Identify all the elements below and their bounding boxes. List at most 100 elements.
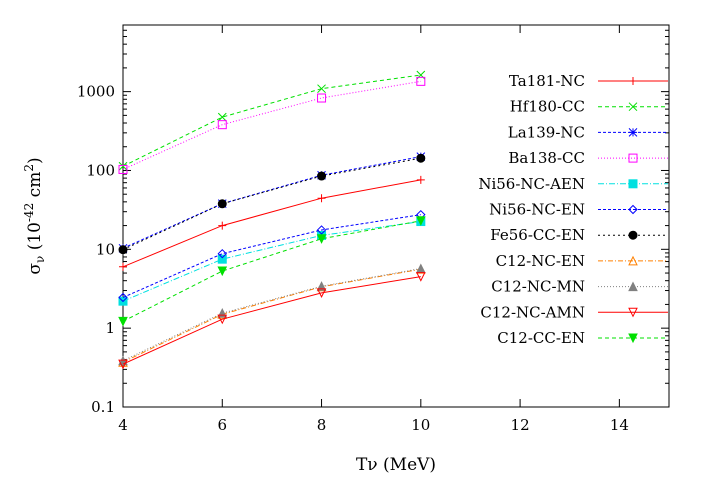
y-tick-label: 10 — [96, 240, 115, 258]
triangle-mark — [316, 288, 327, 299]
cross-mark — [628, 102, 638, 112]
square-mark — [118, 164, 128, 174]
series-fe56-cc-en — [118, 153, 426, 255]
legend-label: Hf180-CC — [510, 98, 585, 116]
legend-item: La139-NC — [508, 123, 668, 141]
series-hf180-cc — [118, 70, 426, 171]
plus-marker — [629, 77, 637, 85]
square-open-marker — [628, 153, 638, 163]
triangle-mark — [118, 359, 128, 370]
x-axis-label: Tν (MeV) — [356, 455, 436, 475]
circle-filled-marker — [217, 199, 227, 209]
triangle-up-open-marker — [628, 255, 638, 266]
series-line — [122, 268, 421, 363]
circle-filled-marker — [628, 230, 638, 240]
series-group — [118, 70, 426, 370]
x-tick-label: 14 — [610, 416, 629, 434]
series-line — [122, 157, 421, 251]
triangle-up-filled-marker — [416, 263, 426, 274]
triangle-mark — [628, 333, 638, 344]
legend-label: C12-NC-MN — [491, 278, 585, 296]
cross-mark — [217, 112, 227, 122]
x-tick-label: 6 — [217, 416, 227, 434]
triangle-down-filled-marker — [628, 333, 638, 344]
triangle-down-open-marker — [628, 307, 638, 318]
plus-mark — [218, 221, 227, 230]
triangle-down-open-marker — [316, 288, 327, 299]
plus-marker — [416, 175, 425, 184]
series-c12-nc-en — [118, 264, 426, 367]
star-mark — [628, 128, 638, 137]
legend: Ta181-NC Hf180-CC La139-NC Ba138-CC Ni56-NC-… — [478, 72, 668, 347]
series-line — [122, 220, 421, 322]
plus-marker — [119, 262, 127, 271]
legend-label: Ba138-CC — [508, 149, 585, 167]
triangle-down-filled-marker — [316, 234, 327, 244]
circle-mark — [317, 171, 327, 181]
triangle-down-filled-marker — [416, 216, 426, 226]
x-tick-label: 8 — [317, 416, 327, 434]
plot-frame — [122, 24, 670, 408]
triangle-mark — [316, 281, 327, 291]
plus-mark — [416, 175, 425, 184]
legend-item: C12-NC-AMN — [480, 303, 668, 321]
square-open-marker — [217, 120, 227, 130]
legend-item: C12-CC-EN — [497, 329, 668, 347]
legend-label: Ni56-NC-AEN — [478, 175, 585, 193]
circle-filled-marker — [416, 153, 426, 163]
y-axis-label: σν (10-42 cm2) — [22, 157, 47, 274]
series-la139-nc — [118, 152, 426, 253]
triangle-mark — [416, 272, 426, 282]
plus-mark — [629, 77, 637, 85]
square-mark — [317, 93, 327, 103]
circle-mark — [628, 230, 638, 240]
square-filled-marker — [628, 179, 638, 189]
series-line — [122, 74, 421, 167]
triangle-down-open-marker — [416, 272, 426, 282]
x-tick-label: 10 — [411, 416, 430, 434]
plus-marker — [317, 194, 326, 203]
cross-mark — [317, 84, 326, 94]
series-c12-nc-mn — [118, 263, 426, 366]
square-mark — [217, 120, 227, 130]
diamond-open-marker — [316, 225, 327, 235]
cross-marker — [628, 102, 638, 112]
triangle-mark — [628, 255, 638, 266]
square-open-marker — [317, 93, 327, 103]
triangle-mark — [416, 216, 426, 226]
legend-label: La139-NC — [508, 123, 585, 141]
circle-filled-marker — [118, 245, 128, 255]
series-line — [122, 276, 421, 365]
legend-item: Ni56-NC-AEN — [478, 175, 668, 193]
legend-item: Ni56-NC-EN — [489, 201, 668, 219]
triangle-mark — [628, 307, 638, 318]
triangle-down-open-marker — [217, 314, 228, 325]
square-mark — [628, 179, 638, 189]
series-line — [122, 80, 421, 170]
series-c12-cc-en — [118, 216, 426, 327]
series-c12-nc-amn — [118, 272, 426, 370]
triangle-down-filled-marker — [118, 316, 128, 327]
circle-filled-marker — [317, 171, 327, 181]
legend-label: C12-NC-EN — [496, 252, 585, 270]
cross-mark — [118, 161, 128, 171]
x-tick-label: 12 — [511, 416, 530, 434]
legend-item: Hf180-CC — [510, 98, 668, 116]
star-marker — [628, 128, 638, 137]
plus-mark — [119, 262, 127, 271]
axis-ticks: 4 6 8 10 12 14 0.1 1 10 100 1000 — [77, 24, 669, 434]
y-tick-label: 1000 — [77, 83, 115, 101]
legend-item: Fe56-CC-EN — [490, 226, 668, 244]
series-ni56-nc-en — [118, 209, 426, 303]
diamond-open-marker — [217, 248, 227, 259]
square-mark — [217, 254, 227, 264]
triangle-mark — [628, 281, 638, 292]
square-open-marker — [118, 164, 128, 174]
legend-item: C12-NC-EN — [496, 252, 668, 270]
legend-item: Ba138-CC — [508, 149, 668, 167]
circle-mark — [118, 245, 128, 255]
legend-label: C12-NC-AMN — [480, 303, 585, 321]
cross-marker — [118, 161, 128, 171]
